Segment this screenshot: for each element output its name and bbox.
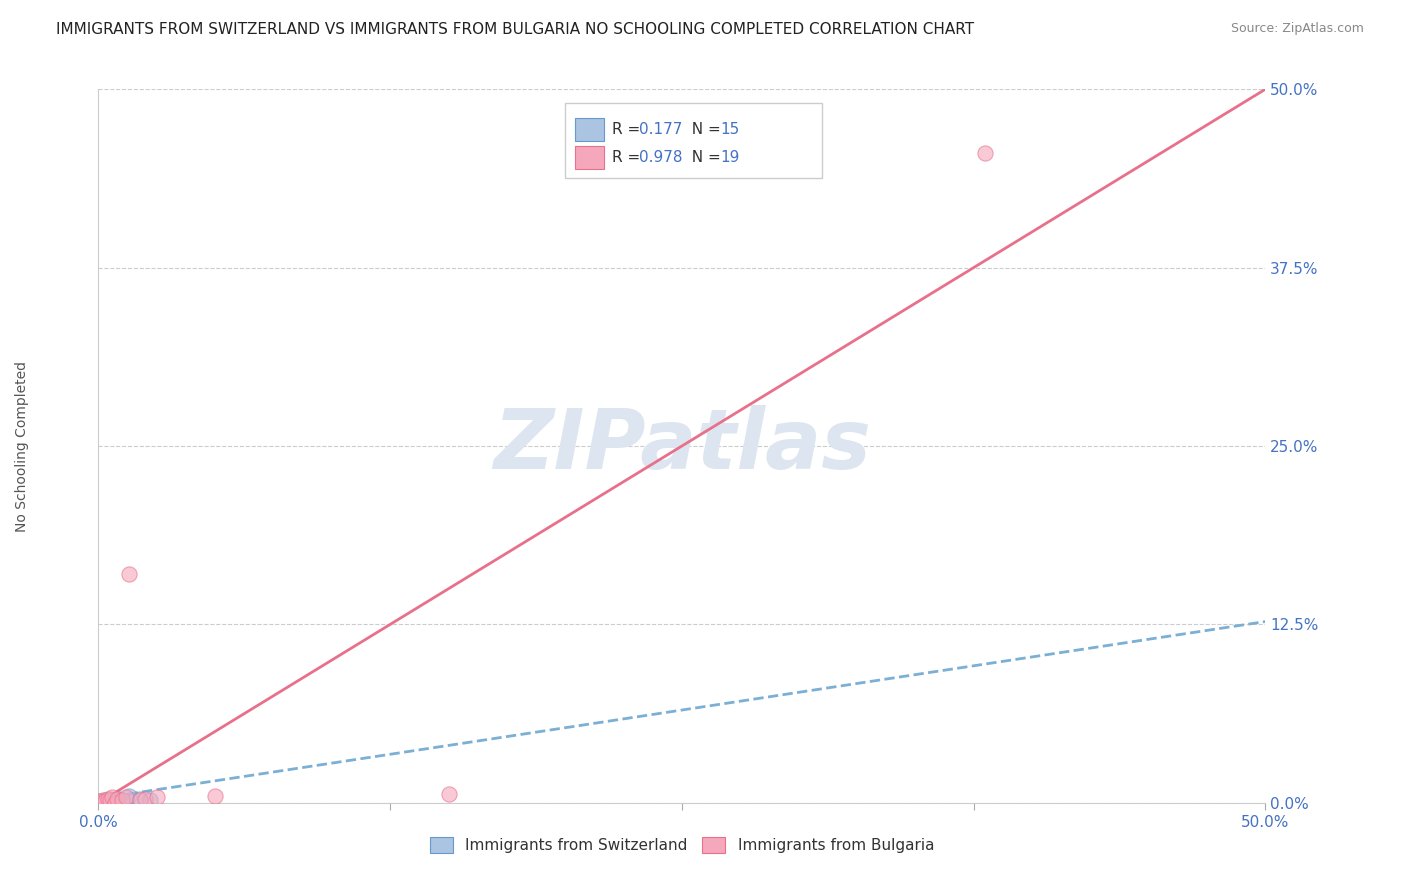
Point: [146, 790, 169, 805]
Legend: Immigrants from Switzerland, Immigrants from Bulgaria: Immigrants from Switzerland, Immigrants …: [423, 831, 941, 859]
Text: R =: R =: [612, 150, 645, 165]
Point: [90, 796, 112, 810]
Point: [104, 796, 127, 810]
Text: Source: ZipAtlas.com: Source: ZipAtlas.com: [1230, 22, 1364, 36]
Text: N =: N =: [682, 150, 725, 165]
Point: [87, 796, 110, 810]
Point: [115, 794, 138, 808]
Point: [204, 789, 226, 803]
Point: [97, 791, 120, 805]
Text: ZIPatlas: ZIPatlas: [494, 406, 870, 486]
Y-axis label: No Schooling Completed: No Schooling Completed: [15, 360, 30, 532]
Point: [129, 791, 152, 805]
Point: [974, 146, 997, 161]
Point: [111, 793, 134, 807]
Point: [105, 791, 128, 805]
FancyBboxPatch shape: [575, 146, 603, 169]
Point: [87, 794, 110, 808]
Point: [111, 793, 134, 807]
Point: [98, 793, 121, 807]
Point: [91, 793, 114, 807]
Point: [129, 793, 152, 807]
Point: [118, 789, 141, 803]
Point: [101, 790, 124, 805]
Point: [104, 793, 127, 807]
Text: 0.978: 0.978: [638, 150, 682, 165]
Text: N =: N =: [682, 121, 725, 136]
Point: [115, 790, 138, 805]
FancyBboxPatch shape: [565, 103, 823, 178]
Point: [108, 791, 131, 805]
Text: 15: 15: [720, 121, 740, 136]
Point: [98, 791, 121, 805]
Point: [87, 796, 110, 810]
Point: [437, 787, 460, 801]
Point: [90, 794, 112, 808]
Text: R =: R =: [612, 121, 645, 136]
Text: 19: 19: [720, 150, 740, 165]
Point: [94, 793, 117, 807]
Point: [94, 794, 117, 808]
Text: IMMIGRANTS FROM SWITZERLAND VS IMMIGRANTS FROM BULGARIA NO SCHOOLING COMPLETED C: IMMIGRANTS FROM SWITZERLAND VS IMMIGRANT…: [56, 22, 974, 37]
FancyBboxPatch shape: [575, 118, 603, 141]
Point: [134, 791, 156, 805]
Point: [97, 794, 120, 808]
Point: [91, 796, 114, 810]
Point: [139, 793, 162, 807]
Text: 0.177: 0.177: [638, 121, 682, 136]
Point: [118, 567, 141, 582]
Point: [105, 794, 128, 808]
Point: [101, 796, 124, 810]
